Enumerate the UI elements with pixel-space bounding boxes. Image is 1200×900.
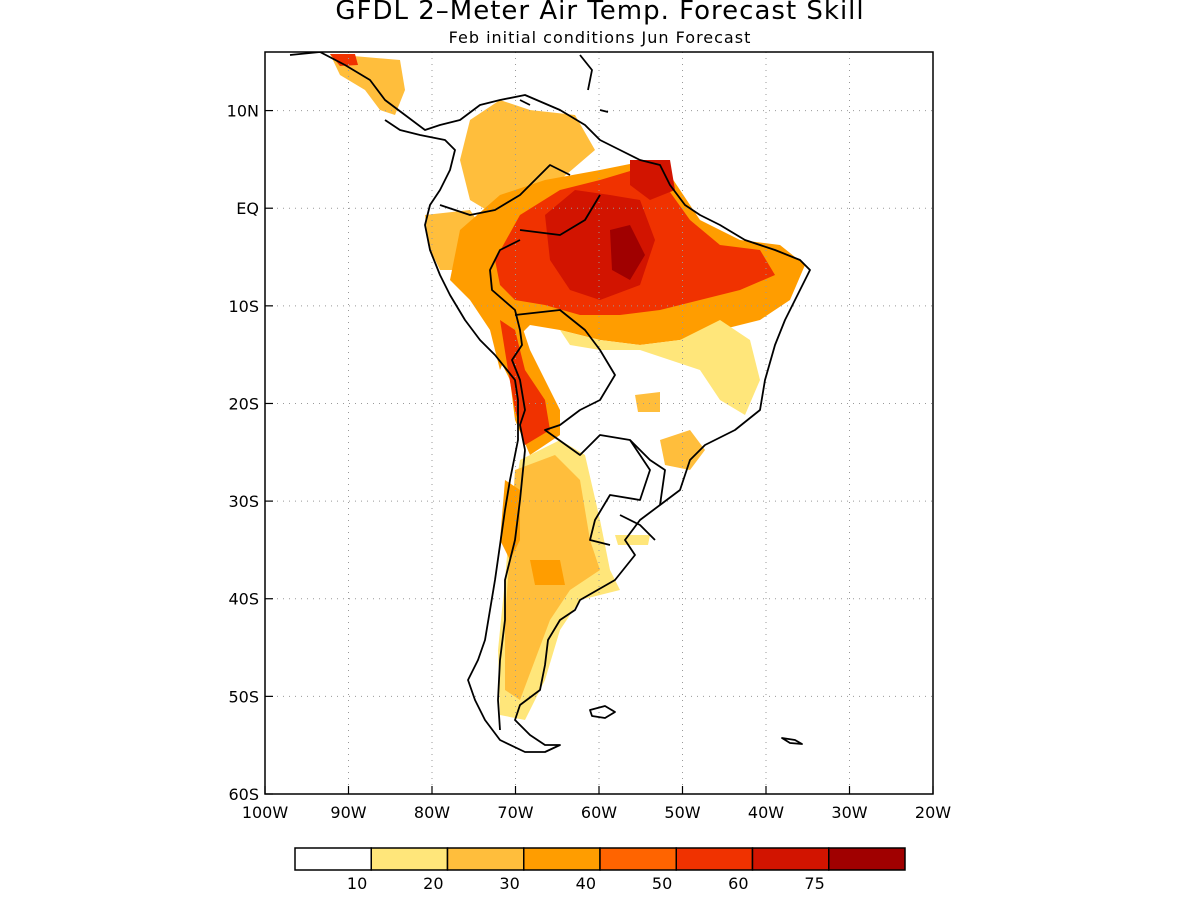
legend-box	[294, 847, 372, 871]
longitude-axis: 100W 90W 80W 70W 60W 50W 40W 30W 20W	[242, 786, 951, 822]
x-tick-label: 100W	[242, 803, 289, 822]
legend-labels: 10 20 30 40 50 60 75	[347, 874, 825, 893]
legend-color-boxes	[294, 847, 906, 871]
x-tick-label: 80W	[414, 803, 450, 822]
legend-label: 75	[804, 874, 824, 893]
border-andes	[439, 164, 601, 451]
x-tick-label: 70W	[497, 803, 533, 822]
y-tick-label: 10S	[228, 297, 259, 316]
legend-box	[599, 847, 677, 871]
legend-box	[370, 847, 449, 871]
shade-bolivia-red	[500, 320, 550, 445]
x-tick-label: 50W	[664, 803, 700, 822]
legend-label: 30	[499, 874, 519, 893]
coast-caribbean	[519, 54, 609, 113]
map-title: GFDL 2–Meter Air Temp. Forecast Skill	[335, 0, 865, 26]
shade-mexico-red	[330, 54, 358, 66]
y-tick-label: EQ	[236, 199, 259, 218]
x-tick-label: 60W	[581, 803, 617, 822]
border-bolivia-paraguay	[514, 309, 651, 546]
coastlines	[289, 52, 811, 753]
y-tick-label: 60S	[228, 785, 259, 804]
x-tick-label: 40W	[748, 803, 784, 822]
x-tick-label: 20W	[915, 803, 951, 822]
legend-box	[675, 847, 754, 871]
legend-box	[828, 847, 906, 871]
shade-uruguay	[615, 535, 650, 545]
coast-falklands	[589, 705, 616, 719]
legend-label: 10	[347, 874, 367, 893]
shade-amazon-yellow	[560, 320, 760, 415]
border-chile-argentina	[497, 449, 526, 731]
coastline-south-america	[289, 52, 811, 753]
border-brazil-argentina	[619, 439, 666, 541]
shade-guiana-red	[630, 160, 675, 200]
legend-label: 20	[423, 874, 443, 893]
y-tick-label: 10N	[227, 102, 259, 121]
latitude-axis: 10N EQ 10S 20S 30S 40S 50S 60S	[227, 102, 273, 804]
gridlines	[265, 52, 933, 794]
legend-label: 50	[652, 874, 672, 893]
y-tick-label: 40S	[228, 590, 259, 609]
map-subtitle: Feb initial conditions Jun Forecast	[448, 28, 752, 47]
legend-label: 60	[728, 874, 748, 893]
legend-box	[523, 847, 601, 871]
legend-label: 40	[576, 874, 596, 893]
shade-east-brazil	[660, 430, 705, 470]
y-tick-label: 20S	[228, 394, 259, 413]
x-tick-label: 90W	[330, 803, 366, 822]
legend-box	[751, 847, 830, 871]
coast-south-georgia	[781, 737, 803, 745]
y-tick-label: 30S	[228, 492, 259, 511]
skill-shading	[330, 54, 805, 720]
shade-colombia	[460, 100, 595, 215]
y-tick-label: 50S	[228, 687, 259, 706]
x-tick-label: 30W	[831, 803, 867, 822]
shade-amazon-core	[610, 225, 645, 280]
shade-central-america	[330, 54, 405, 115]
shade-brazil-spot	[635, 392, 660, 412]
legend-box	[446, 847, 525, 871]
shade-argentina-spot	[530, 560, 565, 585]
